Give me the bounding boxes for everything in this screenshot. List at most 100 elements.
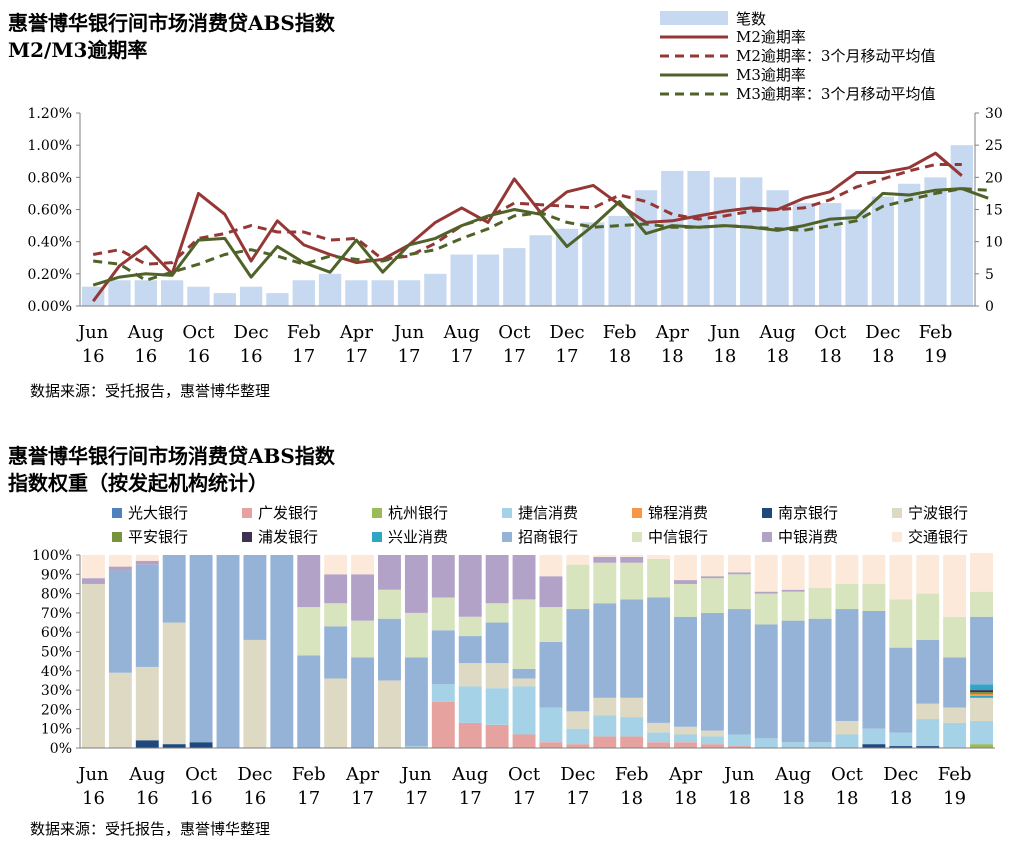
- weight-segment: [620, 717, 644, 737]
- legend-swatch: [632, 508, 642, 518]
- weight-segment: [82, 583, 105, 748]
- x-tick-label: Apr: [655, 322, 690, 343]
- legend-label: M2逾期率：3个月移动平均值: [736, 47, 935, 65]
- x-tick-label: 17: [351, 788, 374, 809]
- weight-segment: [700, 578, 724, 613]
- x-tick-label: 17: [345, 346, 368, 367]
- weight-segment: [566, 744, 590, 748]
- y-tick-label: 10%: [41, 722, 72, 738]
- weight-segment: [593, 715, 617, 737]
- weight-segment: [458, 555, 482, 617]
- count-bar: [924, 177, 947, 306]
- legend-label: M2逾期率: [736, 28, 806, 46]
- x-tick-label: 18: [836, 788, 859, 809]
- weight-segment: [970, 744, 993, 748]
- weight-segment: [674, 726, 697, 735]
- weight-segment: [889, 555, 913, 600]
- overdue-rate-line: [92, 187, 989, 287]
- weight-segment: [862, 583, 886, 611]
- count-bar: [187, 286, 210, 306]
- weight-segment: [566, 711, 590, 729]
- weight-segment: [862, 744, 886, 748]
- y-tick-label: 20%: [41, 702, 72, 718]
- weight-segment: [485, 688, 509, 725]
- weight-segment: [512, 599, 536, 669]
- weight-segment: [781, 589, 805, 592]
- x-tick-label: 17: [513, 788, 536, 809]
- y-right-tick-label: 10: [985, 235, 1003, 251]
- x-tick-label: 17: [503, 346, 526, 367]
- weight-segment: [108, 566, 132, 571]
- weight-segment: [108, 555, 132, 567]
- weight-segment: [808, 618, 832, 743]
- weight-segment: [593, 736, 617, 748]
- weight-segment: [674, 742, 697, 748]
- y-left-tick-label: 0.20%: [28, 267, 72, 283]
- count-bar: [134, 280, 157, 306]
- x-tick-label: 19: [924, 346, 947, 367]
- weight-segment: [458, 636, 482, 664]
- chart1-source-note: 数据来源：受托报告，惠誉博华整理: [30, 382, 271, 400]
- weight-segment: [889, 647, 913, 733]
- weight-segment: [324, 678, 348, 748]
- y-right-tick-label: 0: [985, 299, 994, 315]
- count-bar: [160, 280, 184, 306]
- count-bar: [318, 273, 342, 306]
- count-bar: [871, 196, 895, 306]
- legend-label: M3逾期率：3个月移动平均值: [736, 85, 935, 103]
- chart2-title: 惠誉博华银行间市场消费贷ABS指数: [8, 444, 335, 468]
- x-tick-label: 17: [450, 346, 473, 367]
- weight-segment: [647, 742, 671, 748]
- weight-segment: [593, 603, 617, 698]
- chart1-subtitle: M2/M3逾期率: [8, 38, 148, 62]
- weight-segment: [835, 734, 859, 748]
- x-tick-label: 18: [889, 788, 912, 809]
- weight-segment: [808, 742, 832, 748]
- legend-swatch: [762, 508, 772, 518]
- weight-segment: [378, 618, 401, 681]
- weight-segment: [351, 657, 375, 748]
- weight-segment: [485, 724, 509, 748]
- weight-segment: [485, 555, 509, 604]
- weight-segment: [297, 555, 321, 608]
- weight-segment: [781, 742, 805, 748]
- legend-label: 广发银行: [258, 504, 318, 522]
- weight-segment: [189, 742, 213, 748]
- count-bar: [345, 280, 368, 306]
- legend-swatch: [112, 508, 122, 518]
- count-bar: [555, 228, 579, 306]
- x-tick-label: Dec: [234, 322, 269, 343]
- weight-segment: [943, 707, 967, 723]
- weight-segment: [135, 666, 159, 741]
- x-tick-label: 17: [297, 788, 320, 809]
- y-tick-label: 70%: [41, 606, 72, 622]
- legend-swatch: [892, 508, 902, 518]
- weight-segment: [566, 728, 590, 745]
- y-right-tick-label: 25: [985, 138, 1003, 154]
- weight-segment: [82, 555, 105, 579]
- x-tick-label: 18: [608, 346, 631, 367]
- weight-segment: [674, 734, 697, 743]
- x-tick-label: Dec: [883, 764, 918, 785]
- weight-segment: [970, 591, 993, 617]
- y-left-tick-label: 0.40%: [28, 235, 72, 251]
- weight-segment: [970, 693, 993, 696]
- weight-segment: [458, 663, 482, 687]
- y-tick-label: 60%: [41, 625, 72, 641]
- weight-segment: [727, 609, 751, 735]
- weight-segment: [162, 555, 186, 623]
- weight-segment: [404, 555, 428, 613]
- x-tick-label: 16: [136, 788, 159, 809]
- x-tick-label: 17: [405, 788, 428, 809]
- weight-segment: [566, 564, 590, 610]
- legend-label: 招商银行: [518, 528, 578, 546]
- weight-segment: [647, 597, 671, 723]
- count-bar: [424, 273, 447, 306]
- x-tick-label: Oct: [498, 322, 531, 343]
- weight-segment: [82, 578, 105, 584]
- x-tick-label: Dec: [865, 322, 900, 343]
- weight-segment: [727, 574, 751, 610]
- weight-segment: [566, 555, 590, 565]
- weight-segment: [593, 556, 617, 563]
- weight-segment: [727, 555, 751, 573]
